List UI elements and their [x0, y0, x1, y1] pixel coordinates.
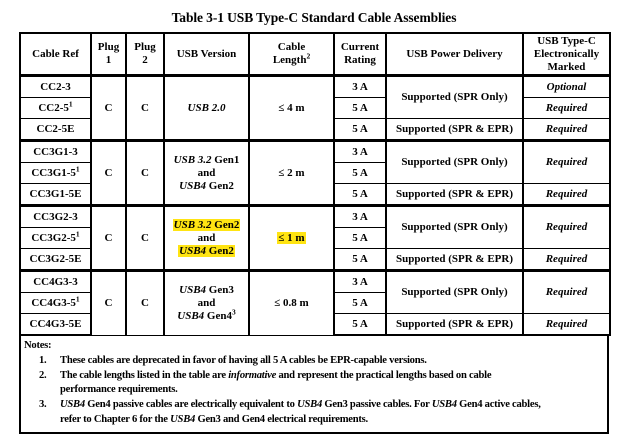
cell-usb-version: USB4 Gen3 and USB4 Gen43 — [163, 269, 250, 336]
cell-usb-version: USB 3.2 Gen2 and USB4 Gen2 — [163, 204, 250, 271]
column-header: Plug 2 — [125, 32, 165, 77]
column-header: USB Power Delivery — [385, 32, 524, 77]
cell-plug-1: C — [90, 74, 127, 141]
table-title: Table 3-1 USB Type-C Standard Cable Asse… — [171, 10, 457, 25]
cell-electronically-marked: Required — [522, 183, 611, 206]
column-header: Current Rating — [333, 32, 387, 77]
table-row: CC3G1-5E 5 A Supported (SPR & EPR) Required — [19, 183, 611, 206]
column-header: Plug 1 — [90, 32, 127, 77]
cell-plug-1: C — [90, 139, 127, 206]
header-row: Cable Ref Plug 1 Plug 2 USB Version Cable Lengt… — [19, 32, 611, 77]
table-row: CC4G3-5E 5 A Supported (SPR & EPR) Required — [19, 313, 611, 336]
cell-cable-ref: CC2-3 — [19, 74, 92, 98]
cell-electronically-marked: Required — [522, 313, 611, 336]
column-header: USB Version — [163, 32, 250, 77]
cell-plug-2: C — [125, 269, 165, 336]
note-item: 2. The cable lengths listed in the table … — [24, 369, 602, 399]
cell-current-rating: 5 A — [333, 183, 387, 206]
cell-plug-2: C — [125, 139, 165, 206]
note-number: 1. — [39, 354, 47, 366]
cell-power-delivery: Supported (SPR & EPR) — [385, 118, 524, 141]
cell-usb-version: USB 2.0 — [163, 74, 250, 141]
cell-cable-length: ≤ 4 m — [248, 74, 335, 141]
cell-cable-ref: CC3G1-51 — [19, 162, 92, 184]
note-text: These cables are deprecated in favor of … — [60, 354, 427, 366]
column-header: USB Type-C Electronically Marked — [522, 32, 611, 77]
cell-cable-length: ≤ 0.8 m — [248, 269, 335, 336]
cell-electronically-marked: Required — [522, 139, 611, 184]
cell-electronically-marked: Optional — [522, 74, 611, 98]
cell-current-rating: 5 A — [333, 248, 387, 271]
cell-current-rating: 3 A — [333, 204, 387, 228]
column-header: Cable Length2 — [248, 32, 335, 77]
cell-cable-ref: CC4G3-5E — [19, 313, 92, 336]
document-page: Table 3-1 USB Type-C Standard Cable Asse… — [0, 10, 640, 440]
cell-cable-ref: CC2-5E — [19, 118, 92, 141]
cell-cable-length: ≤ 2 m — [248, 139, 335, 206]
cell-current-rating: 3 A — [333, 74, 387, 98]
table-header: Cable Ref Plug 1 Plug 2 USB Version Cable Lengt… — [19, 32, 611, 77]
cell-cable-ref: CC3G2-51 — [19, 227, 92, 249]
cable-assemblies-table: Cable Ref Plug 1 Plug 2 USB Version Cable Lengt… — [19, 32, 611, 336]
cell-power-delivery: Supported (SPR Only) — [385, 204, 524, 249]
cell-current-rating: 3 A — [333, 139, 387, 163]
cell-electronically-marked: Required — [522, 118, 611, 141]
column-header: Cable Ref — [19, 32, 92, 77]
table-row: CC3G2-51 5 A — [19, 227, 610, 249]
cell-electronically-marked: Required — [522, 269, 611, 314]
cell-power-delivery: Supported (SPR & EPR) — [385, 248, 524, 271]
cell-power-delivery: Supported (SPR Only) — [385, 139, 524, 184]
cell-current-rating: 5 A — [333, 97, 387, 119]
note-item: 1. These cables are deprecated in favor o… — [24, 354, 602, 369]
cell-cable-ref: CC4G3-3 — [19, 269, 92, 293]
cell-plug-1: C — [90, 204, 127, 271]
cell-electronically-marked: Required — [522, 97, 611, 119]
cell-cable-ref: CC3G1-3 — [19, 139, 92, 163]
note-text: USB4 Gen4 passive cables are electricall… — [60, 399, 541, 425]
cell-power-delivery: Supported (SPR & EPR) — [385, 313, 524, 336]
note-number: 2. — [39, 369, 47, 381]
cell-current-rating: 5 A — [333, 313, 387, 336]
cell-cable-ref: CC3G1-5E — [19, 183, 92, 206]
cell-current-rating: 5 A — [333, 292, 387, 314]
cell-current-rating: 5 A — [333, 118, 387, 141]
cell-current-rating: 5 A — [333, 162, 387, 184]
cell-plug-2: C — [125, 74, 165, 141]
cell-plug-1: C — [90, 269, 127, 336]
note-number: 3. — [39, 399, 47, 411]
cell-plug-2: C — [125, 204, 165, 271]
cell-electronically-marked: Required — [522, 248, 611, 271]
notes-list: 1. These cables are deprecated in favor o… — [24, 354, 602, 428]
cell-power-delivery: Supported (SPR Only) — [385, 74, 524, 119]
cell-usb-version: USB 3.2 Gen1 and USB4 Gen2 — [163, 139, 250, 206]
table-row: CC2-51 5 A Required — [19, 97, 611, 119]
notes-box: Notes: 1. These cables are deprecated in … — [19, 336, 609, 434]
table-row: CC4G3-51 5 A — [19, 292, 610, 314]
cell-cable-ref: CC2-51 — [19, 97, 92, 119]
cell-power-delivery: Supported (SPR & EPR) — [385, 183, 524, 206]
cell-cable-ref: CC3G2-3 — [19, 204, 92, 228]
table-row: CC3G2-5E 5 A Supported (SPR & EPR) Required — [19, 248, 611, 271]
cell-current-rating: 3 A — [333, 269, 387, 293]
notes-label: Notes: — [24, 340, 52, 351]
cell-electronically-marked: Required — [522, 204, 611, 249]
cell-power-delivery: Supported (SPR Only) — [385, 269, 524, 314]
cell-current-rating: 5 A — [333, 227, 387, 249]
cell-cable-ref: CC4G3-51 — [19, 292, 92, 314]
cell-cable-ref: CC3G2-5E — [19, 248, 92, 271]
note-item: 3. USB4 Gen4 passive cables are electrica… — [24, 398, 602, 428]
cell-cable-length: ≤ 1 m — [248, 204, 335, 271]
note-text: The cable lengths listed in the table ar… — [60, 369, 492, 396]
